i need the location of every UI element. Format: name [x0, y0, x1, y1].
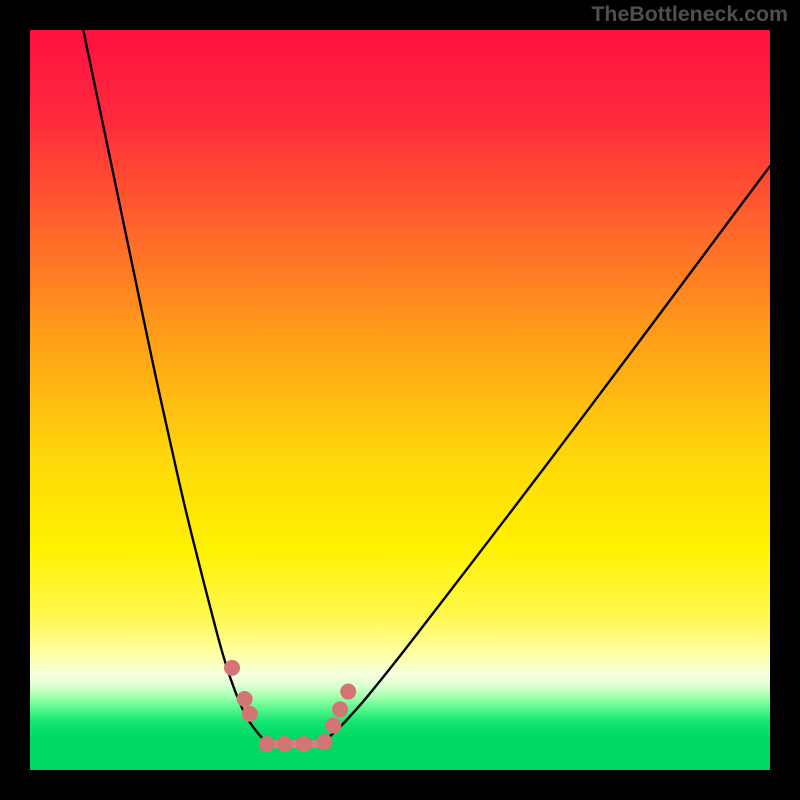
marker-dot [332, 701, 348, 717]
marker-dot [224, 660, 240, 676]
attribution-label: TheBottleneck.com [591, 2, 788, 27]
marker-dot [242, 706, 258, 722]
marker-dot [317, 734, 333, 750]
marker-dot [259, 736, 275, 752]
chart-canvas: TheBottleneck.com [0, 0, 800, 800]
plot-area [30, 30, 770, 770]
plot-svg [30, 30, 770, 770]
marker-dot [237, 691, 253, 707]
marker-dot [296, 736, 312, 752]
marker-dot [325, 718, 341, 734]
marker-dot [277, 736, 293, 752]
marker-dot [340, 684, 356, 700]
